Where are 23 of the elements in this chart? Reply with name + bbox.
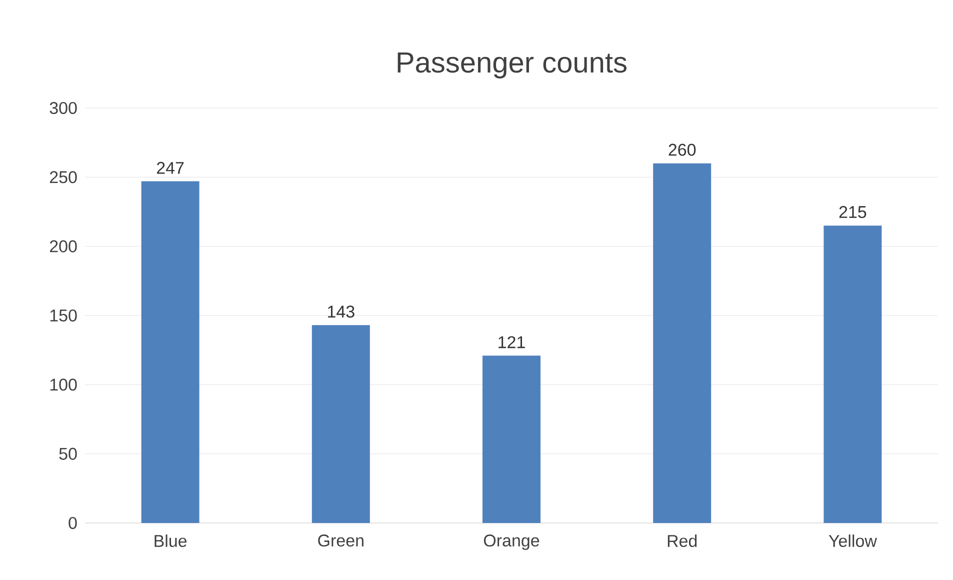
x-tick-label: Red: [668, 534, 697, 548]
x-tick-label: Blue: [154, 534, 187, 548]
bar: [482, 356, 540, 523]
data-label: 260: [668, 144, 696, 156]
bar: [141, 181, 200, 523]
x-tick-label: Yellow: [828, 534, 877, 548]
y-tick-label: 50: [59, 448, 77, 460]
data-label: 247: [156, 162, 184, 174]
y-tick-label: 100: [50, 378, 77, 391]
chart-title: Passenger counts: [398, 52, 626, 78]
y-tick-label: 300: [50, 102, 77, 114]
bar: [824, 226, 882, 523]
bar: [312, 325, 370, 523]
y-tick-label: 200: [50, 240, 77, 252]
x-tick-label: Green: [318, 534, 364, 547]
x-tick-label: Orange: [484, 534, 540, 550]
y-tick-label: 150: [50, 309, 77, 322]
y-tick-label: 250: [50, 171, 77, 184]
bar: [653, 163, 712, 523]
data-label: 143: [328, 306, 354, 318]
y-tick-label: 0: [68, 516, 77, 530]
data-label: 121: [498, 336, 525, 348]
data-label: 215: [839, 206, 866, 218]
